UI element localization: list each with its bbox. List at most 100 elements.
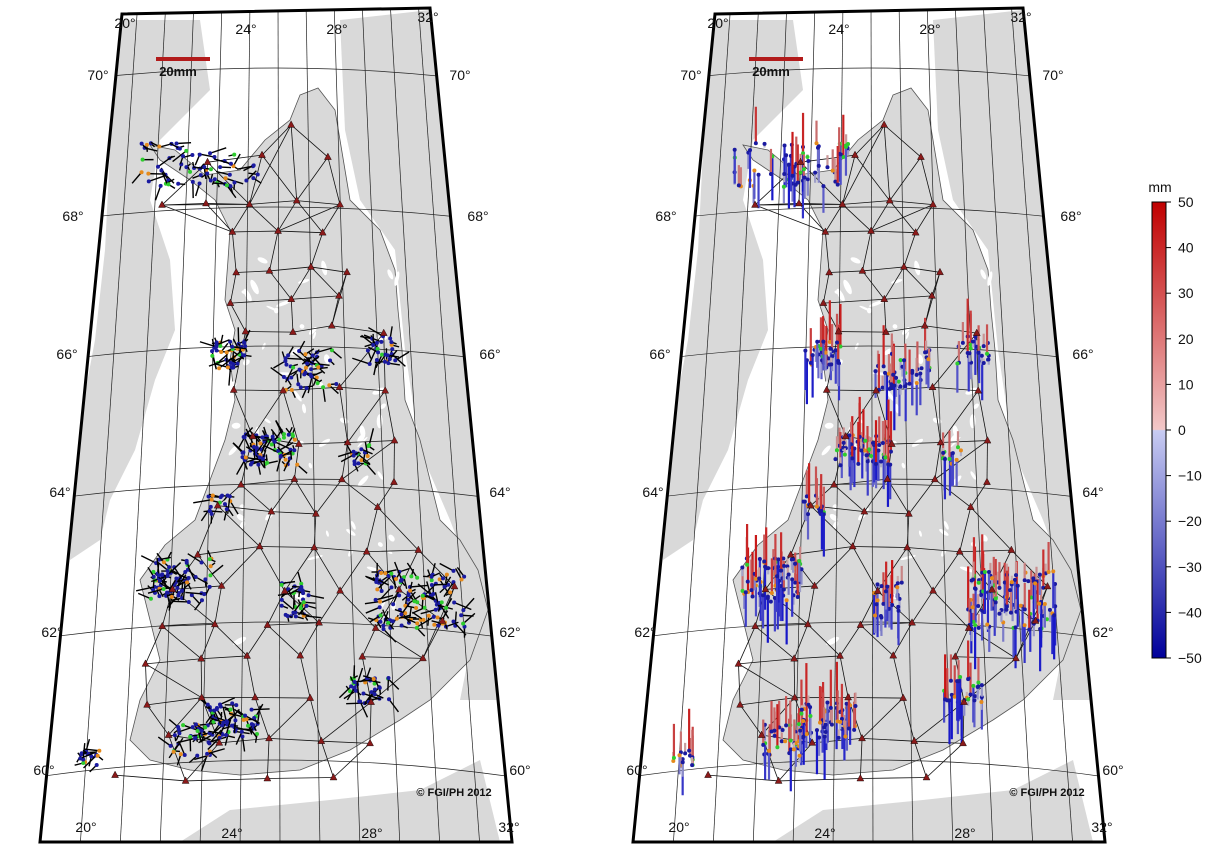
- colorbar-tick-label: 10: [1178, 376, 1194, 392]
- network-edge: [249, 204, 279, 232]
- station-dot: [875, 582, 880, 587]
- network-edge: [282, 390, 300, 445]
- station-dot: [802, 499, 807, 504]
- displacement-vector: [284, 367, 294, 383]
- displacement-vector: [216, 339, 230, 346]
- lake: [917, 354, 924, 364]
- station-dot: [1052, 613, 1057, 618]
- network-edge: [341, 479, 378, 508]
- station-dot: [979, 353, 984, 358]
- station-dot: [825, 165, 830, 170]
- network-edge: [294, 478, 317, 515]
- reference-triangle: [251, 693, 259, 701]
- displacement-vector: [165, 174, 175, 184]
- displacement-vector: [346, 702, 365, 705]
- station-dot: [168, 743, 173, 748]
- station-dot: [212, 708, 217, 713]
- station-dot: [781, 184, 786, 189]
- station-dot: [371, 342, 376, 347]
- station-dot: [207, 508, 212, 513]
- network-edge: [214, 585, 222, 625]
- station-dot: [810, 353, 815, 358]
- station-dot: [334, 381, 339, 386]
- displacement-vector: [365, 606, 380, 614]
- station-dot: [365, 348, 370, 353]
- station-dot: [242, 353, 247, 358]
- network-edge: [932, 386, 979, 392]
- station-dot: [374, 580, 379, 585]
- displacement-vector: [237, 327, 240, 344]
- displacement-vector: [409, 584, 428, 588]
- reference-triangle: [786, 550, 795, 558]
- station-dot: [791, 747, 796, 752]
- station-dot: [892, 383, 897, 388]
- reference-triangle: [858, 733, 866, 742]
- displacement-vector: [80, 751, 96, 760]
- displacement-vector: [244, 714, 260, 724]
- longitude-line: [792, 8, 816, 842]
- network-edge: [229, 272, 237, 304]
- station-dot: [281, 375, 286, 380]
- station-dot: [804, 494, 809, 499]
- reference-triangle: [899, 693, 907, 701]
- station-dot: [408, 588, 413, 593]
- station-dot: [386, 361, 391, 366]
- displacement-vector: [84, 748, 100, 752]
- displacement-vector: [136, 586, 155, 592]
- displacement-vector: [213, 158, 232, 165]
- latitude-label-left: 60°: [626, 762, 647, 778]
- network-edge: [254, 697, 270, 739]
- station-dot: [393, 358, 398, 363]
- latitude-label-left: 66°: [649, 346, 670, 362]
- station-dot: [798, 728, 803, 733]
- network-edge: [854, 124, 885, 156]
- reference-triangle: [959, 738, 967, 747]
- station-dot: [886, 462, 891, 467]
- station-dot: [835, 340, 840, 345]
- station-dot: [192, 736, 197, 741]
- network-edge: [859, 738, 863, 779]
- station-dot: [745, 562, 750, 567]
- lake: [377, 542, 383, 547]
- network-edge: [860, 777, 927, 779]
- displacement-vector: [275, 420, 285, 435]
- map-area: [40, 8, 512, 842]
- lake: [299, 324, 305, 329]
- reference-triangle: [290, 474, 299, 482]
- reference-triangle: [327, 321, 336, 329]
- displacement-vector: [234, 726, 251, 732]
- longitude-line: [870, 8, 874, 842]
- station-dot: [299, 581, 304, 586]
- reference-triangle: [972, 328, 981, 336]
- station-dot: [291, 365, 296, 370]
- station-dot: [981, 344, 986, 349]
- station-dot: [843, 144, 848, 149]
- lake: [250, 279, 259, 295]
- station-dot: [166, 182, 171, 187]
- network-edge: [860, 624, 894, 656]
- displacement-vector: [208, 359, 227, 367]
- station-dot: [973, 623, 978, 628]
- station-dot: [371, 676, 376, 681]
- station-dot: [772, 733, 777, 738]
- station-dot: [914, 372, 919, 377]
- station-dot: [354, 688, 359, 693]
- station-dot: [1037, 601, 1042, 606]
- network-edge: [852, 546, 879, 592]
- lake: [939, 528, 949, 536]
- station-dot: [289, 387, 294, 392]
- station-dot: [459, 613, 464, 618]
- station-dot: [907, 381, 912, 386]
- reference-triangle: [856, 774, 865, 782]
- reference-triangle: [329, 773, 338, 781]
- station-dot: [361, 691, 366, 696]
- displacement-vector: [167, 562, 182, 576]
- station-dot: [197, 152, 202, 157]
- network-edge: [810, 484, 835, 506]
- station-dot: [772, 595, 777, 600]
- network-edge: [907, 547, 960, 553]
- station-dot: [94, 763, 99, 768]
- displacement-vector: [316, 347, 332, 354]
- station-dot: [270, 434, 275, 439]
- land-russia: [933, 10, 1093, 700]
